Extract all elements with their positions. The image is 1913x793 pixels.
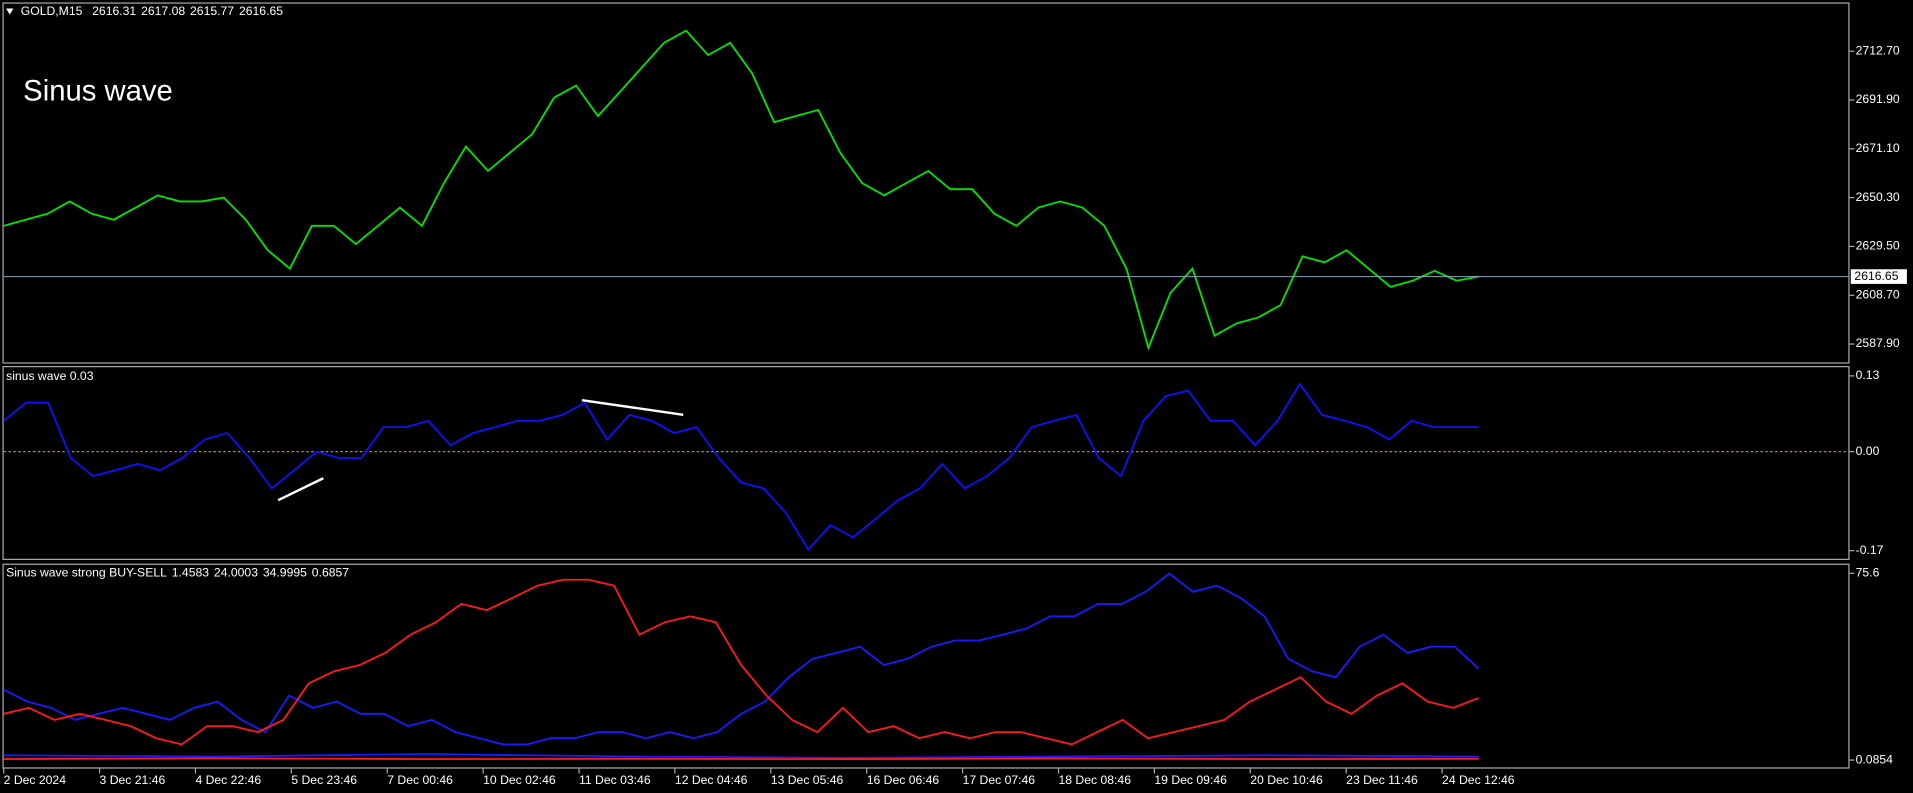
symbol: GOLD,M15: [21, 4, 83, 18]
y-tick-label: 2608.70: [1856, 287, 1900, 301]
price-tag: [1850, 269, 1907, 284]
series-line: [3, 578, 1480, 746]
panel-frame: [2, 2, 1850, 364]
price-tag-label: 2616.65: [1854, 269, 1898, 283]
param: 34.9995: [263, 566, 307, 580]
y-tick-label: 0.13: [1856, 368, 1880, 382]
series-line: [3, 29, 1479, 351]
y-tick-label: 2587.90: [1856, 336, 1900, 350]
x-tick-label: 13 Dec 05:46: [771, 773, 844, 787]
panel-title: Sinus wave strong BUY-SELL 1.4583 24.0003 3…: [6, 566, 349, 580]
series-line: [3, 757, 1479, 760]
x-tick-label: 17 Dec 07:46: [963, 773, 1036, 787]
panel-frame: [2, 563, 1850, 769]
x-tick-label: 10 Dec 02:46: [483, 773, 556, 787]
x-tick-label: 7 Dec 00:46: [387, 773, 453, 787]
high: 2617.08: [141, 4, 185, 18]
series-line: [3, 382, 1479, 552]
indicator-name: Sinus wave strong BUY-SELL: [6, 566, 167, 580]
x-tick-label: 3 Dec 21:46: [100, 773, 166, 787]
x-tick-label: 12 Dec 04:46: [675, 773, 748, 787]
menu-triangle[interactable]: [6, 8, 14, 15]
param: 1.4583: [172, 566, 209, 580]
param: 0.6857: [312, 566, 349, 580]
x-tick-label: 2 Dec 2024: [4, 773, 67, 787]
trend-line: [581, 398, 684, 417]
trend-line: [277, 477, 324, 502]
series-line: [3, 572, 1480, 746]
x-tick-label: 18 Dec 08:46: [1058, 773, 1131, 787]
x-tick-label: 11 Dec 03:46: [579, 773, 651, 787]
y-tick-label: 2629.50: [1856, 239, 1900, 253]
close: 2616.65: [239, 4, 283, 18]
low: 2615.77: [190, 4, 234, 18]
x-tick-label: 19 Dec 09:46: [1154, 773, 1227, 787]
x-tick-label: 4 Dec 22:46: [195, 773, 261, 787]
x-tick-label: 23 Dec 11:46: [1346, 773, 1418, 787]
panel-frame: [2, 366, 1850, 560]
open: 2616.31: [92, 4, 136, 18]
y-tick-label: 2650.30: [1856, 190, 1900, 204]
y-tick-label: 0.0854: [1856, 752, 1893, 766]
y-tick-label: 2691.90: [1856, 92, 1900, 106]
y-tick-label: -0.17: [1856, 543, 1884, 557]
x-tick-label: 16 Dec 06:46: [867, 773, 940, 787]
x-tick-label: 5 Dec 23:46: [291, 773, 357, 787]
y-tick-label: 2671.10: [1856, 141, 1900, 155]
panel-title: GOLD,M15 2616.31 2617.08 2615.77 2616.65: [21, 4, 284, 18]
y-tick-label: 2712.70: [1856, 43, 1900, 57]
param: 24.0003: [214, 566, 258, 580]
x-tick-label: 24 Dec 12:46: [1442, 773, 1515, 787]
y-tick-label: 75.6: [1856, 566, 1880, 580]
y-tick-label: 0.00: [1856, 444, 1880, 458]
annotation: Sinus wave: [23, 74, 173, 107]
series-line: [3, 753, 1479, 759]
x-tick-label: 20 Dec 10:46: [1250, 773, 1323, 787]
panel-title: sinus wave 0.03: [6, 369, 94, 383]
